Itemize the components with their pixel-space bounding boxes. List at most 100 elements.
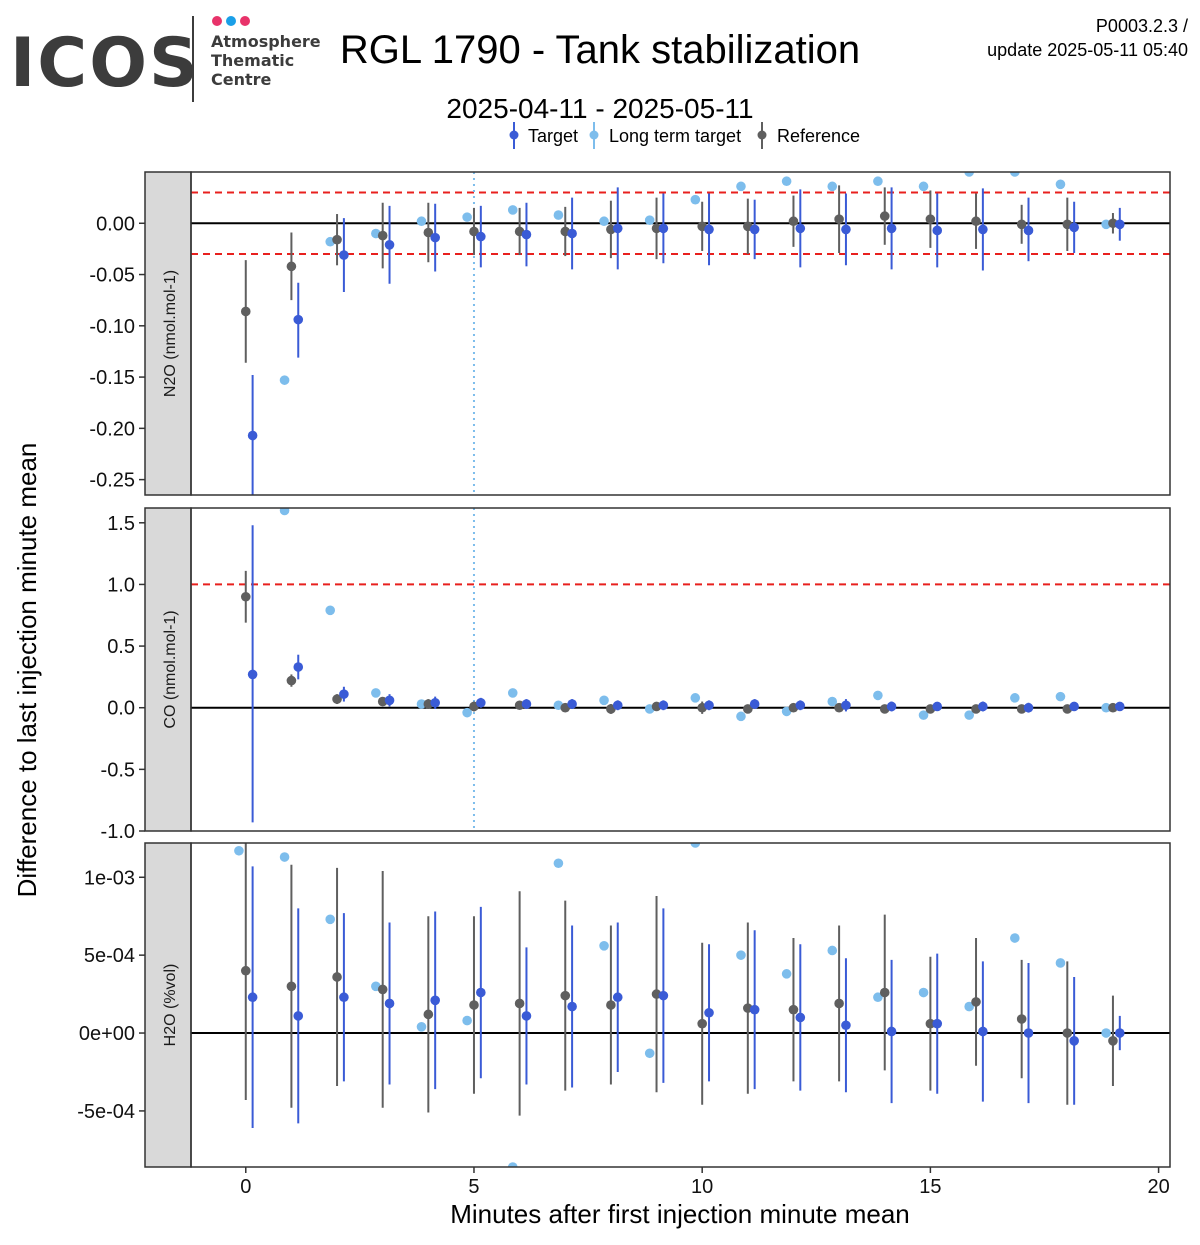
long-term-point (827, 181, 838, 192)
reference-point (377, 230, 388, 241)
long-term-point (1010, 172, 1020, 177)
target-point (384, 240, 395, 250)
long-term-point (827, 696, 838, 707)
reference-point (971, 216, 981, 227)
reference-point (651, 223, 662, 234)
target-point (567, 1001, 577, 1012)
long-term-point (873, 176, 883, 187)
long-term-point (599, 695, 609, 706)
target-point (886, 701, 897, 712)
y-tick-label: 0e+00 (79, 1023, 135, 1045)
reference-point (925, 214, 936, 224)
long-term-point (1010, 693, 1020, 703)
long-term-point (325, 914, 336, 925)
target-point (795, 1012, 806, 1023)
logo-sub-2: Thematic (211, 51, 294, 70)
y-tick-label: 0.5 (107, 636, 135, 658)
target-point (1023, 1028, 1034, 1038)
y-tick-label: -0.10 (89, 316, 135, 338)
long-term-point (234, 845, 244, 856)
target-point (430, 232, 440, 243)
target-point (339, 250, 349, 260)
panel-frame (190, 171, 1171, 496)
legend-key-long-term (589, 122, 599, 149)
reference-point (286, 981, 297, 992)
panel-frame (190, 842, 1171, 1168)
y-tick-label: -5e-04 (77, 1101, 135, 1123)
reference-point (286, 261, 297, 272)
target-point (795, 700, 806, 711)
update-stamp: update 2025-05-11 05:40 (987, 40, 1188, 60)
reference-point (240, 965, 251, 976)
target-point (293, 662, 304, 672)
long-term-point (781, 176, 792, 187)
y-tick-label: 1.0 (107, 574, 135, 596)
target-point (339, 689, 349, 699)
reference-point (423, 1009, 434, 1020)
reference-point (332, 972, 342, 982)
target-point (430, 995, 440, 1006)
legend-label-long-term: Long term target (609, 126, 741, 146)
long-term-point (918, 710, 929, 720)
reference-point (560, 990, 571, 1001)
panel-2: CO (nmol.mol-1) 1.5 1.0 0.5 0.0 -0.5 -1.0 (101, 507, 1171, 843)
long-term-point (736, 181, 746, 192)
legend-key-target (509, 122, 519, 149)
y-tick-label: -0.15 (89, 367, 135, 389)
y-tick-label: 1e-03 (84, 867, 135, 889)
legend-label-reference: Reference (777, 126, 860, 146)
reference-point (1062, 1028, 1073, 1038)
strip-label: N2O (nmol.mol-1) (162, 270, 179, 397)
y-tick-label: -0.25 (89, 470, 135, 492)
long-term-point (599, 216, 609, 227)
long-term-point (781, 969, 792, 979)
reference-point (834, 214, 844, 224)
target-point (841, 1020, 851, 1031)
long-term-point (279, 508, 290, 516)
target-point (704, 1007, 714, 1018)
reference-point (240, 591, 251, 602)
target-point (704, 700, 714, 711)
long-term-point (827, 945, 838, 956)
target-point (1114, 701, 1125, 712)
y-tick-label: -0.5 (101, 759, 135, 781)
logo-sub-1: Atmosphere (211, 32, 321, 51)
reference-point (332, 694, 342, 704)
target-point (476, 987, 486, 998)
long-term-point (507, 205, 518, 215)
target-point (658, 223, 669, 234)
target-point (247, 669, 258, 680)
logo-dot-1 (212, 16, 222, 26)
target-point (886, 1026, 897, 1037)
target-point (978, 701, 988, 712)
reference-point (971, 997, 981, 1007)
target-point (247, 430, 258, 441)
target-point (749, 1004, 760, 1015)
reference-point (879, 211, 890, 221)
target-point (749, 224, 760, 235)
target-point (932, 1018, 943, 1029)
x-tick-label: 5 (468, 1176, 479, 1198)
strip-label: H2O (%vol) (162, 964, 179, 1047)
reference-point (925, 1018, 936, 1029)
target-point (1114, 219, 1125, 230)
target-point (841, 700, 851, 711)
strip-label: CO (nmol.mol-1) (162, 610, 179, 728)
y-axis-title: Difference to last injection minute mean (12, 443, 42, 898)
x-axis-title: Minutes after first injection minute mea… (450, 1199, 910, 1229)
reference-point (469, 226, 479, 237)
long-term-point (507, 1162, 518, 1167)
reference-point (469, 1000, 479, 1010)
panel-3: H2O (%vol) 1e-03 5e-04 0e+00 -5e-04 (77, 842, 1171, 1168)
panel-strip (144, 507, 192, 832)
target-point (521, 1011, 532, 1021)
target-point (704, 224, 714, 235)
x-tick-label: 15 (919, 1176, 941, 1198)
target-point (932, 701, 943, 712)
long-term-point (599, 941, 609, 951)
long-term-point (736, 711, 746, 722)
long-term-point (1055, 179, 1066, 190)
logo-word: ICOS (10, 24, 200, 103)
y-tick-label: 0.0 (107, 698, 135, 720)
